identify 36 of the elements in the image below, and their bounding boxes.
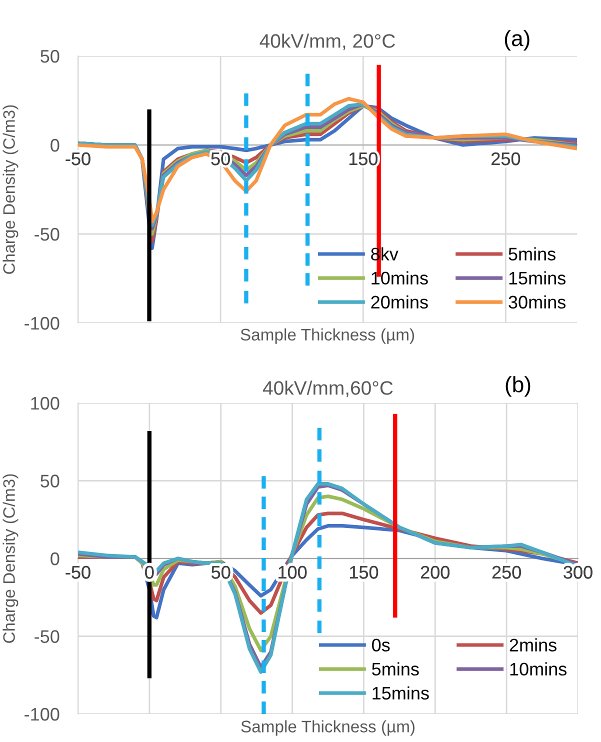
y-tick-label: 100 <box>31 396 60 410</box>
legend-label: 10mins <box>372 271 428 285</box>
legend-label: 5mins <box>508 247 556 260</box>
y-tick-label: -100 <box>24 708 60 721</box>
legend-label: 15mins <box>509 271 566 285</box>
legend-label: 15mins <box>372 686 429 700</box>
legend-label: 0s <box>372 638 390 652</box>
chart-title: 40kV/mm,60°C <box>262 380 393 398</box>
text: (b) <box>506 376 530 397</box>
x-axis-title: Sample Thickness (µm) <box>240 328 414 344</box>
x-tick-label: 50 <box>211 152 230 166</box>
x-tick-label: 200 <box>420 566 450 579</box>
chart-title: 40kV/mm, 20°C <box>260 34 395 50</box>
x-tick-label: 250 <box>492 566 521 579</box>
x-tick-label: 0 <box>145 566 154 579</box>
legend-label: 20mins <box>371 295 428 309</box>
x-tick-label: -50 <box>66 566 90 579</box>
x-tick-label: 150 <box>350 566 378 579</box>
x-tick-label: 300 <box>564 566 592 579</box>
y-tick-label: 0 <box>50 552 60 566</box>
legend-label: 5mins <box>372 662 419 676</box>
legend-label: 30mins <box>508 295 566 309</box>
y-axis-title: Charge Density (C/m3) <box>2 474 18 643</box>
x-tick-label: -50 <box>66 152 90 166</box>
y-tick-label: 50 <box>40 474 60 488</box>
y-tick-label: 0 <box>50 138 60 152</box>
y-axis-title: Charge Density (C/m3) <box>2 105 18 274</box>
text: (a) <box>504 30 530 51</box>
x-axis-title: Sample Thickness (µm) <box>241 720 415 736</box>
legend-label: 2mins <box>510 638 556 652</box>
y-tick-label: -50 <box>34 228 60 241</box>
x-tick-label: 250 <box>492 152 520 166</box>
y-tick-label: -50 <box>34 630 60 643</box>
y-tick-label: -100 <box>24 316 60 330</box>
legend-label: 10mins <box>510 662 567 676</box>
y-tick-label: 50 <box>40 50 60 63</box>
